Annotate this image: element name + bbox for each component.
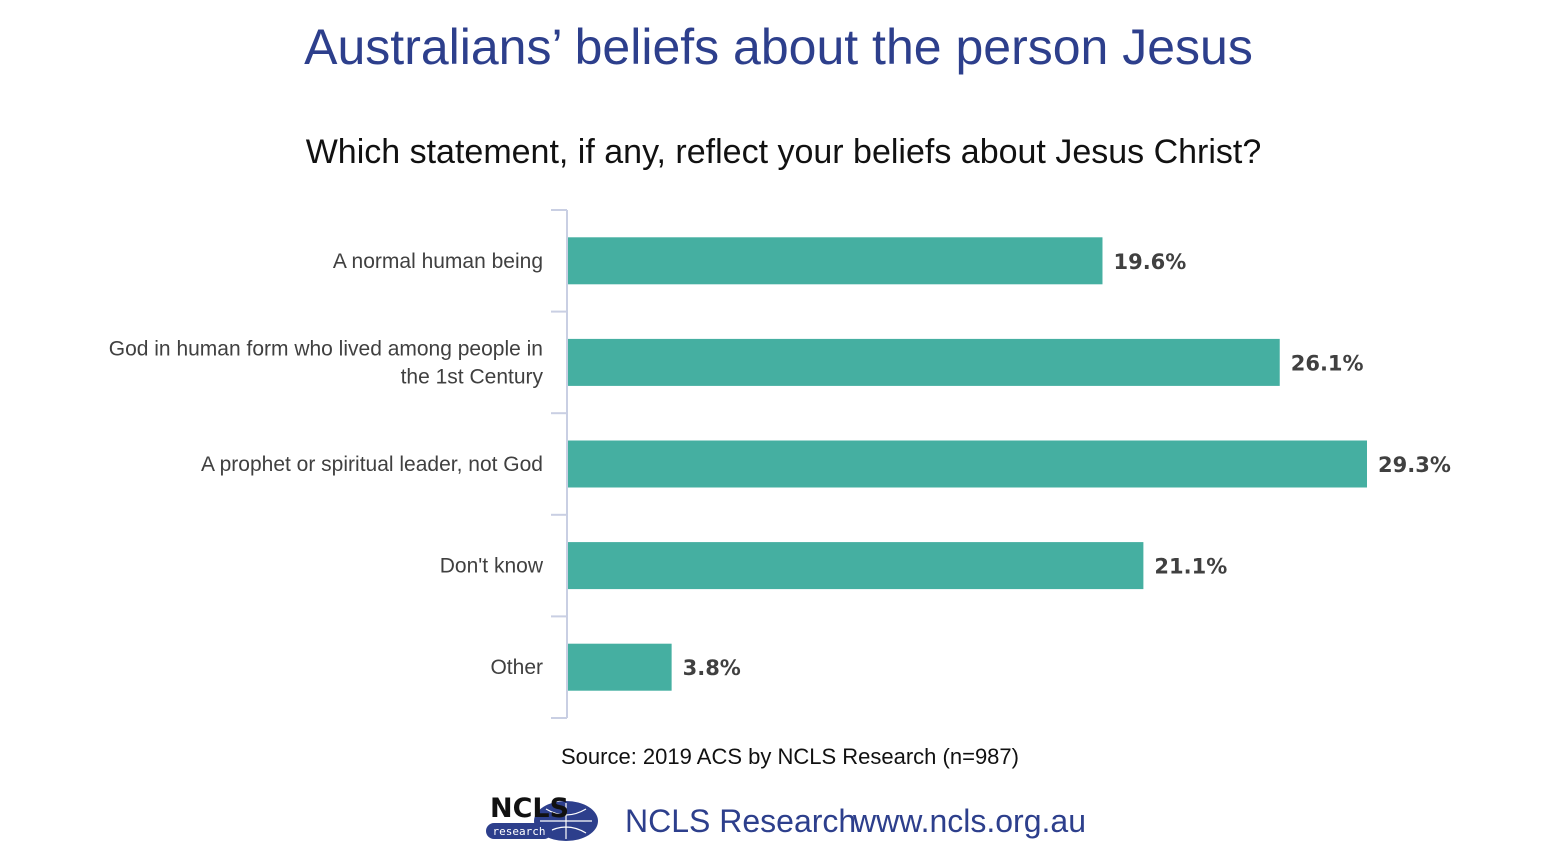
- category-label: Other: [490, 656, 543, 679]
- value-label: 19.6%: [1113, 250, 1186, 274]
- bars: [568, 237, 1367, 691]
- footer-org: NCLS Research: [625, 803, 857, 839]
- bar-chart: A normal human being God in human form wh…: [109, 209, 1451, 719]
- ncls-logo: NCLS research: [486, 793, 598, 841]
- category-label: A normal human being: [333, 250, 543, 273]
- value-labels: 19.6% 26.1% 29.3% 21.1% 3.8%: [683, 250, 1451, 680]
- category-label: Don't know: [440, 555, 544, 578]
- footer-url[interactable]: www.ncls.org.au: [853, 803, 1086, 839]
- bar: [568, 237, 1103, 285]
- category-axis: [551, 209, 568, 719]
- category-label-line: Other: [490, 656, 543, 679]
- logo-badge: [486, 823, 552, 839]
- value-label: 3.8%: [683, 656, 741, 680]
- source-note: Source: 2019 ACS by NCLS Research (n=987…: [561, 744, 1019, 769]
- category-label-line: A prophet or spiritual leader, not God: [201, 453, 543, 476]
- bar: [568, 440, 1367, 488]
- value-label: 21.1%: [1154, 555, 1227, 579]
- value-label: 29.3%: [1378, 453, 1451, 477]
- logo-subtext: research: [493, 825, 546, 838]
- category-labels: A normal human being God in human form wh…: [109, 250, 544, 679]
- category-label: A prophet or spiritual leader, not God: [201, 453, 543, 476]
- category-label: God in human form who lived among people…: [109, 337, 544, 388]
- value-label: 26.1%: [1291, 351, 1364, 375]
- category-label-line: A normal human being: [333, 250, 543, 273]
- category-label-line: Don't know: [440, 555, 544, 578]
- chart-title: Australians’ beliefs about the person Je…: [304, 19, 1253, 75]
- bar: [568, 542, 1144, 590]
- category-label-line: God in human form who lived among people…: [109, 337, 543, 360]
- logo-wordmark: NCLS: [490, 793, 569, 824]
- bar: [568, 338, 1280, 386]
- category-label-line: the 1st Century: [401, 365, 544, 388]
- chart-subtitle: Which statement, if any, reflect your be…: [305, 133, 1262, 171]
- bar: [568, 643, 672, 691]
- logo-globe-lines: [540, 803, 592, 839]
